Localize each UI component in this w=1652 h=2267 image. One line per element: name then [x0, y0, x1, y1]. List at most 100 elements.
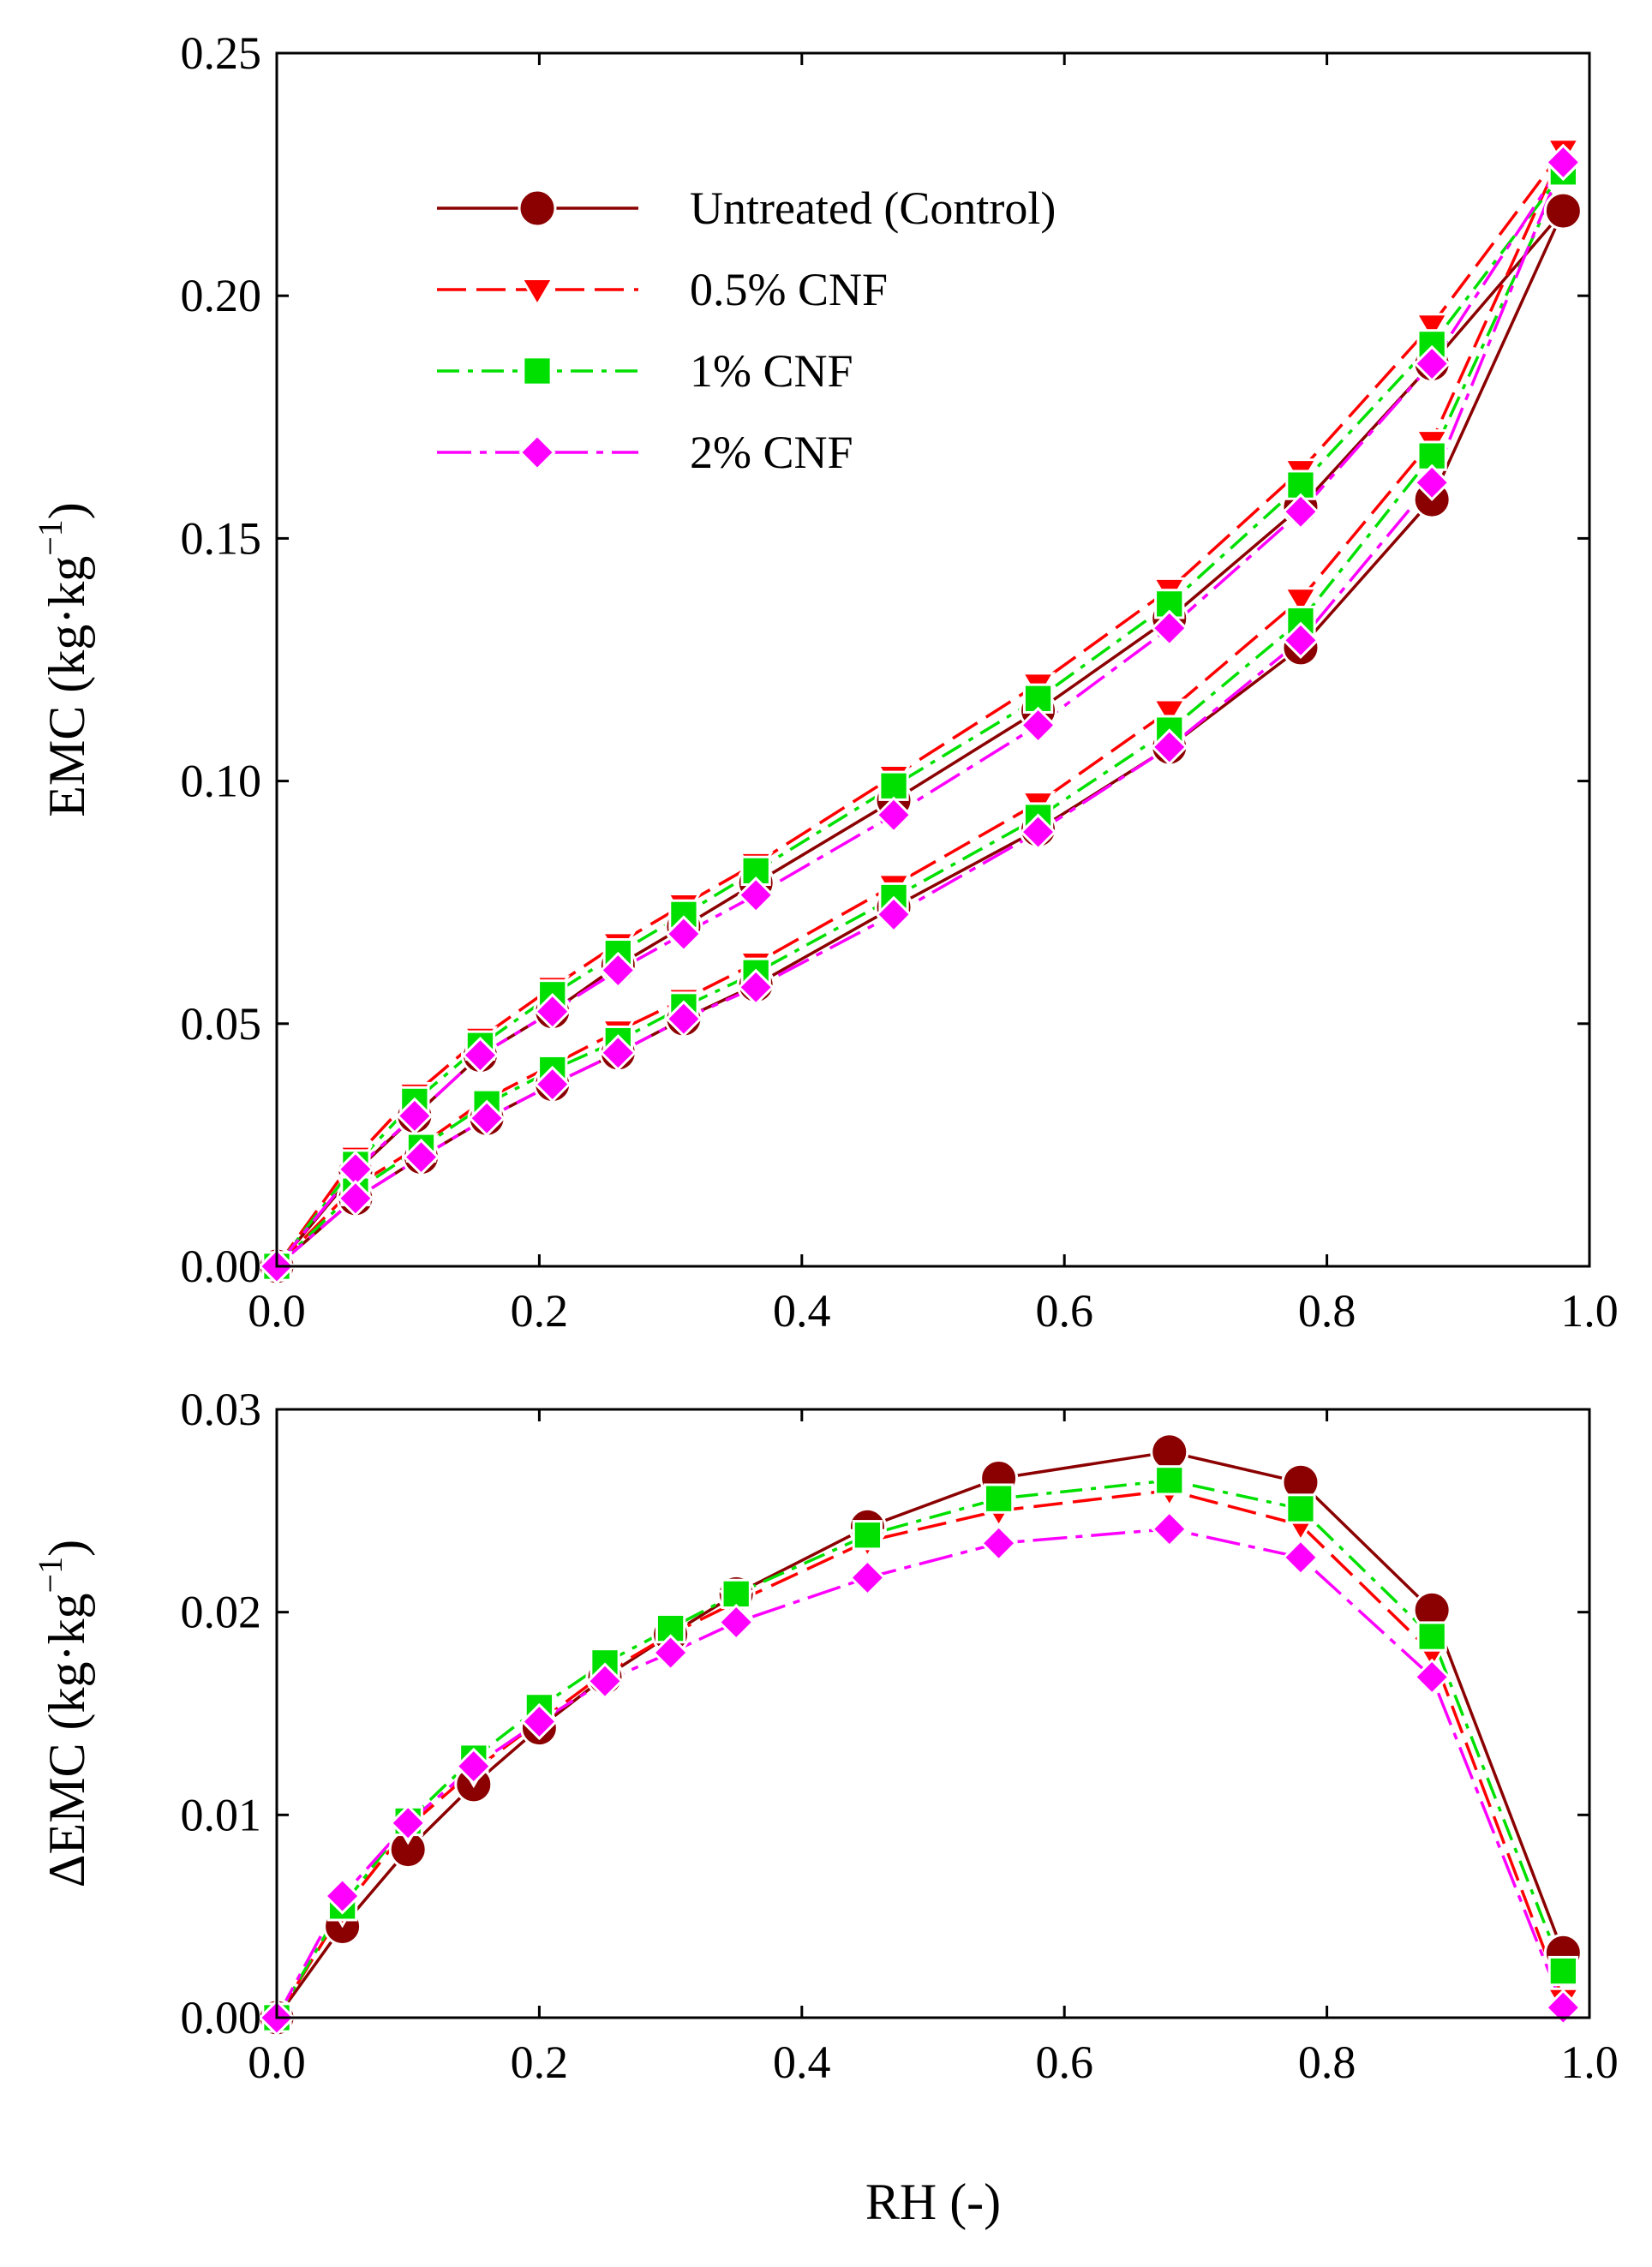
top-data-point	[461, 1036, 500, 1074]
top-data-point	[1019, 706, 1057, 745]
top-series-line	[275, 171, 1565, 1268]
bottom-y-axis-title: ΔEMC (kg·kg−1)	[31, 1540, 95, 1887]
top-series-line	[275, 210, 1565, 1268]
legend-label: 2% CNF	[690, 427, 853, 478]
bottom-data-point	[983, 1483, 1015, 1514]
top-data-point	[396, 1097, 434, 1135]
top-data-point	[1543, 191, 1583, 230]
bottom-data-point	[717, 1603, 755, 1642]
top-y-tick-label: 0.00	[181, 1241, 262, 1292]
top-plot-frame	[275, 51, 1591, 1268]
top-x-tick-label: 0.8	[1298, 1285, 1356, 1337]
bottom-x-tick-label: 0.6	[1035, 2037, 1093, 2088]
legend-marker	[519, 278, 555, 308]
bottom-y-axis-title-close: )	[39, 1540, 95, 1557]
bottom-plot-frame	[275, 1408, 1591, 2019]
top-series-layer	[257, 138, 1583, 1286]
bottom-data-point	[586, 1662, 624, 1700]
top-y-tick-label: 0.05	[181, 998, 262, 1050]
top-data-point	[737, 876, 775, 914]
bottom-data-point	[1413, 1658, 1451, 1696]
top-data-point	[468, 1099, 506, 1137]
bottom-data-point	[1282, 1539, 1320, 1576]
top-data-point	[875, 796, 913, 834]
bottom-data-point	[721, 1578, 751, 1610]
top-data-point	[534, 992, 572, 1031]
top-series-line	[275, 170, 1565, 1268]
top-data-point	[1151, 609, 1188, 647]
top-x-tick-label: 0.4	[773, 1285, 831, 1337]
bottom-y-tick-label: 0.01	[181, 1789, 262, 1840]
top-series-line	[275, 161, 1565, 1268]
top-data-point	[599, 951, 637, 990]
bottom-data-point	[852, 1520, 883, 1551]
bottom-x-tick-label: 0.4	[773, 2037, 831, 2088]
x-axis-title: RH (-)	[865, 2174, 1001, 2230]
top-data-point	[402, 1138, 440, 1176]
bottom-data-point	[1547, 1955, 1579, 1987]
legend-marker	[518, 188, 557, 228]
top-data-point	[337, 1180, 374, 1217]
bottom-x-tick-label: 0.2	[511, 2037, 569, 2088]
top-data-point	[878, 770, 909, 801]
top-y-tick-label: 0.25	[181, 27, 262, 79]
top-data-point	[1282, 621, 1320, 660]
bottom-data-point	[323, 1877, 362, 1915]
bottom-x-tick-label: 0.8	[1298, 2037, 1356, 2088]
bottom-data-point	[520, 1702, 559, 1741]
top-axes: 0.0 0.2 0.4 0.6 0.8 1.0 0.00 0.05 0.10 0.15 0.20 0.…	[181, 27, 1619, 1337]
top-x-tick-label: 0.0	[248, 1285, 306, 1337]
bottom-series-line	[275, 1450, 1565, 2019]
bottom-y-tick-label: 0.02	[181, 1587, 262, 1638]
legend-marker	[522, 356, 553, 386]
top-data-point	[1414, 313, 1450, 343]
bottom-axes: 0.0 0.2 0.4 0.6 0.8 1.0 0.00 0.01 0.02 0.03	[181, 1384, 1619, 2088]
top-data-point	[875, 895, 913, 934]
bottom-x-tick-label: 0.0	[248, 2037, 306, 2088]
bottom-x-tick-label: 1.0	[1560, 2037, 1619, 2088]
bottom-data-point	[1544, 1989, 1583, 2026]
legend-label: Untreated (Control)	[690, 182, 1056, 234]
top-y-tick-label: 0.10	[181, 756, 262, 807]
top-data-point	[737, 968, 775, 1006]
top-data-point	[534, 1065, 572, 1104]
bottom-data-point	[1151, 1510, 1188, 1548]
top-data-point	[1283, 587, 1319, 618]
bottom-chart-panel: 0.0 0.2 0.4 0.6 0.8 1.0 0.00 0.01 0.02 0.03 ΔEMC …	[31, 1384, 1619, 2230]
top-data-point	[1413, 464, 1451, 501]
top-data-point	[1019, 813, 1057, 851]
top-x-tick-label: 1.0	[1560, 1285, 1619, 1337]
top-y-axis-title-main: EMC (kg·kg	[39, 556, 95, 817]
bottom-data-point	[1416, 1621, 1447, 1652]
top-data-point	[1152, 698, 1188, 729]
bottom-data-point	[848, 1558, 887, 1597]
top-series-line	[275, 149, 1565, 1268]
top-series-line	[275, 149, 1565, 1268]
bottom-data-point	[1285, 1493, 1316, 1524]
legend: Untreated (Control) 0.5% CNF 1% CNF 2% CNF	[437, 182, 1056, 478]
top-y-tick-label: 0.20	[181, 270, 262, 321]
legend-marker	[518, 434, 556, 471]
bottom-series-line	[275, 1479, 1565, 2019]
top-data-point	[665, 1000, 703, 1038]
bottom-y-axis-title-exponent: −1	[31, 1557, 69, 1594]
top-chart-panel: 0.0 0.2 0.4 0.6 0.8 1.0 0.00 0.05 0.10 0.15 0.20 0.…	[31, 27, 1619, 1337]
bottom-y-tick-label: 0.00	[181, 1992, 262, 2043]
bottom-y-axis-title-main: ΔEMC (kg·kg	[39, 1593, 95, 1887]
top-y-axis-title-close: )	[39, 502, 95, 519]
bottom-data-point	[651, 1634, 690, 1672]
bottom-data-point	[389, 1804, 427, 1842]
top-series-line	[275, 161, 1565, 1268]
top-y-axis-title: EMC (kg·kg−1)	[31, 502, 95, 817]
bottom-y-tick-label: 0.03	[181, 1384, 262, 1435]
legend-label: 0.5% CNF	[690, 264, 888, 315]
top-data-point	[599, 1034, 637, 1072]
bottom-data-point	[1150, 1433, 1189, 1472]
top-x-tick-label: 0.2	[511, 1285, 569, 1337]
top-y-axis-title-exponent: −1	[31, 519, 69, 556]
top-data-point	[1544, 143, 1583, 182]
top-data-point	[1282, 493, 1320, 530]
bottom-data-point	[455, 1747, 493, 1785]
top-data-point	[1151, 728, 1188, 766]
